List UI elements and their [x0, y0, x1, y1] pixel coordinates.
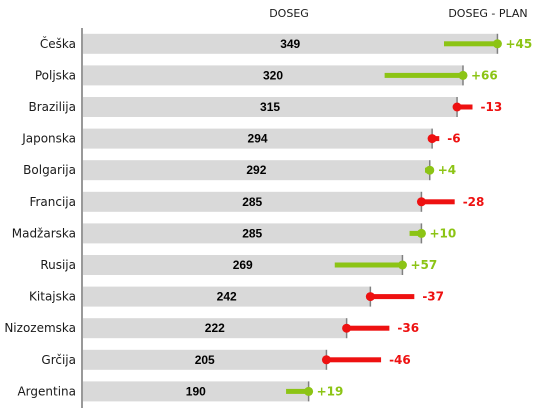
variance-marker [304, 386, 314, 396]
category-label: Francija [29, 195, 76, 209]
value-label: 205 [195, 353, 215, 367]
variance-label: +57 [410, 258, 437, 272]
variance-label: +66 [471, 68, 498, 82]
header-variance: DOSEG - PLAN [448, 7, 527, 20]
bar-actual [83, 349, 327, 370]
bar-actual [83, 128, 433, 149]
value-label: 320 [263, 68, 283, 82]
variance-label: -6 [447, 132, 460, 146]
value-label: 269 [233, 258, 253, 272]
variance-label: -28 [463, 195, 485, 209]
variance-label: -46 [389, 353, 411, 367]
bar-actual [83, 65, 463, 86]
variance-bar [370, 294, 415, 300]
category-label: Poljska [35, 68, 76, 82]
variance-bar [421, 199, 455, 205]
value-label: 292 [246, 163, 266, 177]
variance-bar [384, 72, 463, 78]
variance-marker [416, 197, 426, 207]
variance-bar [334, 262, 403, 268]
bar-actual [83, 33, 498, 54]
variance-marker [458, 70, 468, 80]
value-label: 190 [186, 384, 206, 398]
category-label: Rusija [40, 258, 76, 272]
bar-actual [83, 97, 458, 117]
variance-bar [444, 41, 498, 47]
header-actual: DOSEG [269, 7, 309, 20]
bar-actual [83, 318, 347, 339]
bar-actual [83, 223, 422, 244]
variance-label: -13 [481, 100, 503, 114]
variance-marker [452, 102, 462, 112]
value-label: 242 [217, 290, 237, 304]
variance-marker [427, 134, 437, 144]
variance-bar [326, 357, 382, 363]
variance-label: +45 [505, 37, 532, 51]
variance-marker [365, 292, 375, 302]
variance-marker [397, 260, 407, 270]
variance-marker [425, 165, 435, 175]
variance-marker [342, 323, 352, 333]
bar-actual [83, 286, 371, 307]
variance-bar [286, 388, 309, 394]
variance-label: +4 [438, 163, 456, 177]
bar-actual [83, 381, 309, 402]
value-label: 222 [205, 321, 225, 335]
category-label: Češka [40, 36, 76, 51]
category-label: Japonska [21, 132, 76, 146]
value-label: 294 [248, 132, 268, 146]
value-label: 285 [242, 195, 262, 209]
variance-marker [321, 355, 331, 365]
variance-bar [409, 230, 422, 236]
bar-actual [83, 191, 422, 212]
category-label: Kitajska [29, 290, 76, 304]
category-label: Bolgarija [23, 163, 76, 177]
variance-label: +19 [317, 384, 344, 398]
value-label: 285 [242, 226, 262, 240]
category-label: Madžarska [12, 226, 76, 240]
bar-actual [83, 255, 403, 275]
category-label: Argentina [17, 384, 76, 398]
variance-marker [416, 228, 426, 238]
variance-marker [492, 39, 502, 49]
variance-label: -37 [422, 290, 444, 304]
variance-label: -36 [397, 321, 419, 335]
value-label: 315 [260, 100, 280, 114]
variance-bar [457, 104, 473, 110]
chart-rows: Češka 349 +45 Poljska 320 +66 Brazilija 315 -13 J… [4, 33, 532, 402]
variance-bar [346, 325, 390, 331]
category-label: Grčija [41, 353, 76, 367]
variance-label: +10 [429, 226, 456, 240]
category-label: Brazilija [28, 100, 76, 114]
bar-actual [83, 160, 430, 181]
value-label: 349 [280, 37, 300, 51]
category-label: Nizozemska [4, 321, 76, 335]
